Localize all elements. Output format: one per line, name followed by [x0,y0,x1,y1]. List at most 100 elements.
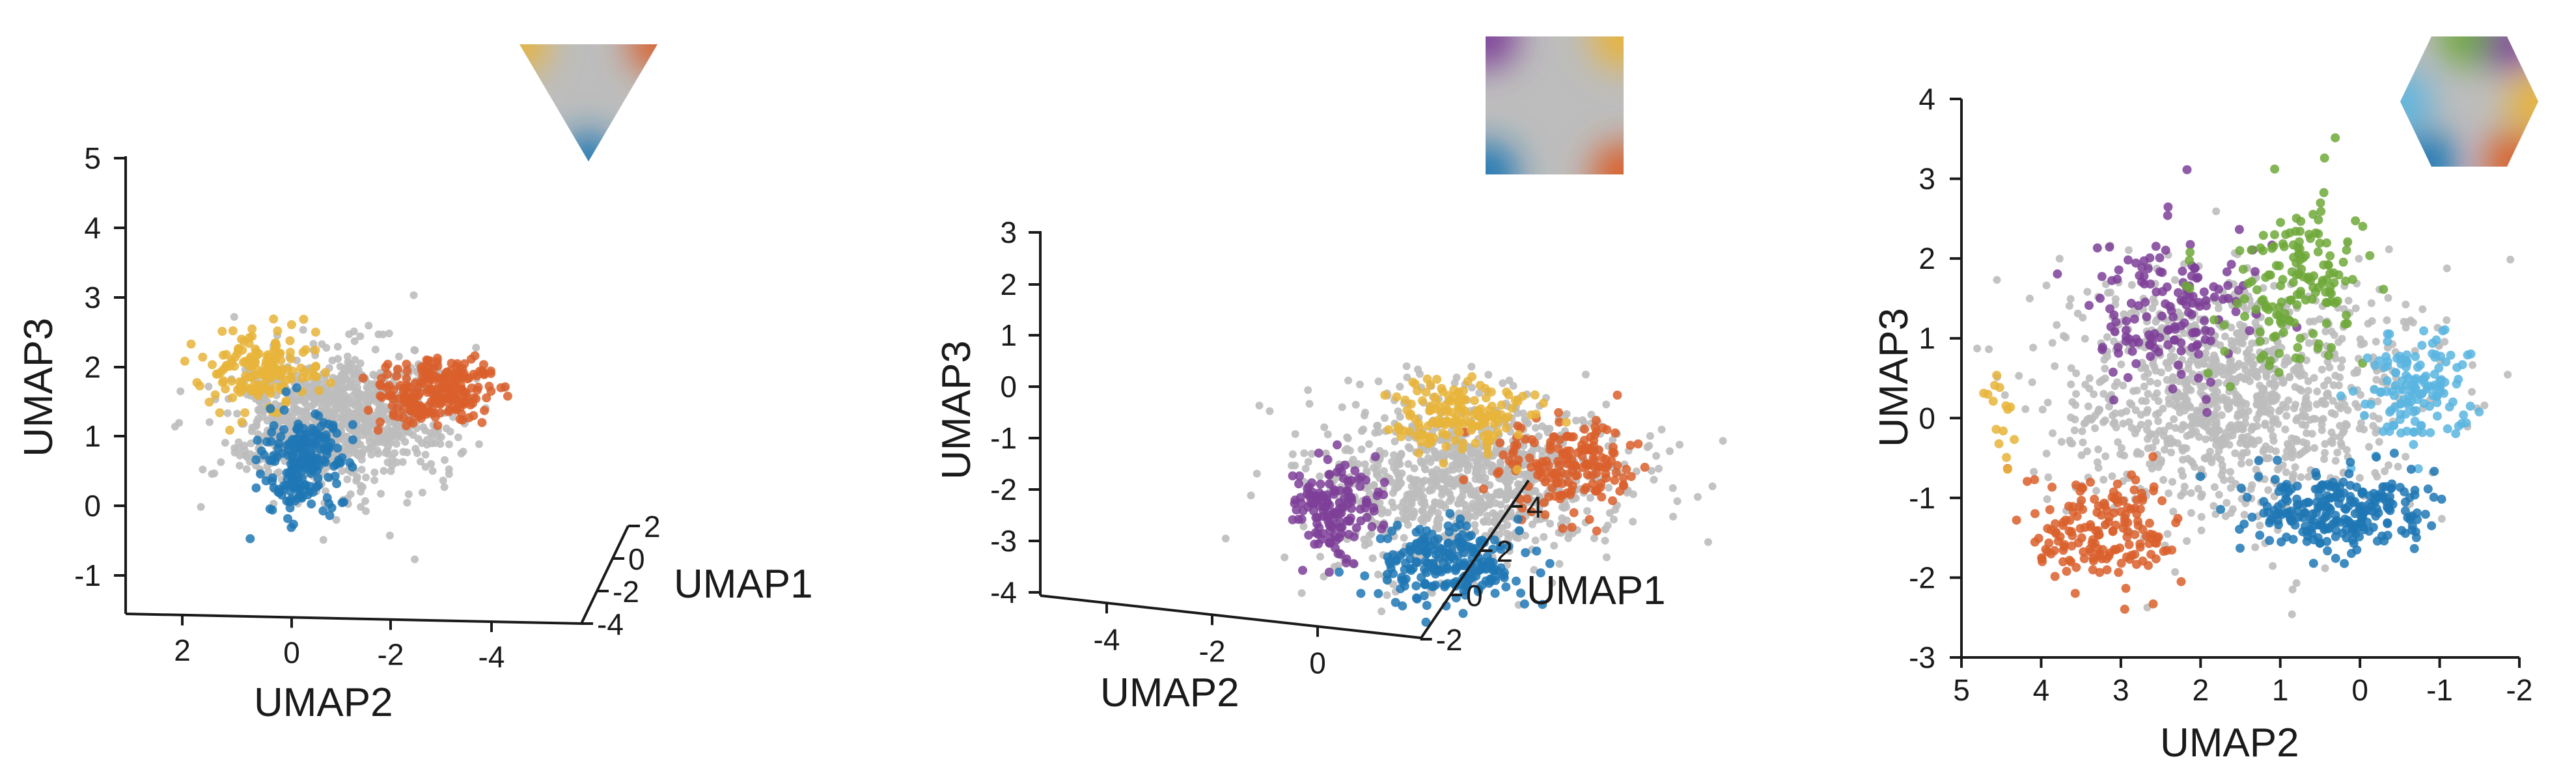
data-point [466,354,476,364]
y-tick-label: 0 [628,542,645,576]
data-point [2269,562,2277,570]
data-point [1355,380,1364,389]
data-point [2067,380,2075,389]
data-point [389,409,398,419]
data-point [2170,322,2180,332]
data-point [393,365,402,374]
data-point [2426,428,2435,437]
data-point [2469,361,2476,369]
data-point [2234,346,2241,355]
data-point [384,381,394,391]
data-point [303,430,313,440]
data-point [2327,297,2336,306]
data-point [1383,534,1392,544]
data-point [1497,410,1506,419]
data-point [344,396,353,405]
data-point [2327,343,2336,352]
data-point [1450,435,1460,445]
data-point [2226,260,2236,269]
data-point [1592,469,1601,478]
data-point [2096,294,2105,303]
data-point [1514,526,1524,536]
data-point [1422,548,1432,558]
data-point [2108,367,2118,377]
data-point [2030,467,2038,476]
data-point [288,449,298,459]
data-point [320,368,330,378]
data-point [2321,275,2331,284]
data-point [1497,501,1505,509]
data-point [364,383,372,391]
data-point [486,368,496,378]
data-point [2047,482,2057,492]
data-point [2367,299,2375,307]
data-point [2251,305,2261,314]
data-point [306,469,316,478]
data-point [377,489,385,498]
data-point [2187,310,2196,320]
data-point [1426,406,1435,415]
data-point [279,424,288,434]
data-point [440,483,449,491]
data-point [1541,467,1551,477]
data-point [1335,567,1344,577]
data-point [418,403,428,413]
data-point [2221,332,2229,340]
data-point [305,482,314,491]
data-point [2121,583,2131,593]
data-point [1416,537,1426,546]
data-point [228,326,238,336]
data-point [2101,416,2109,424]
data-point [2340,558,2349,568]
data-point [2222,428,2230,437]
data-point [1443,538,1453,548]
data-point [2337,363,2346,372]
data-point [343,475,352,484]
data-point [2321,319,2331,328]
data-point [2078,427,2086,435]
data-point [2369,422,2377,430]
data-point [2434,363,2444,373]
data-point [2262,407,2271,416]
data-point [2012,516,2021,525]
data-point [1469,396,1479,406]
data-point [2124,255,2133,265]
data-point [2276,281,2286,290]
data-point [1400,565,1409,574]
x-tick-label: -4 [478,640,505,674]
data-point [2055,255,2064,263]
data-point [385,391,395,400]
data-point [1361,541,1369,549]
data-point [301,345,311,355]
data-point [1323,455,1333,464]
data-point [198,352,208,362]
data-point [460,359,469,368]
data-point [217,458,225,466]
data-point [376,417,385,427]
data-point [272,408,282,418]
data-point [1316,479,1325,489]
data-point [2255,337,2265,346]
data-point [324,499,334,508]
data-point [204,382,213,391]
data-point [2177,467,2185,475]
data-point [2313,247,2323,256]
data-point [1601,536,1609,545]
data-point [2129,314,2139,324]
data-point [1253,469,1261,478]
data-point [349,370,357,379]
data-point [2123,373,2133,383]
data-point [2049,429,2057,437]
data-point [2133,448,2142,456]
data-point [473,385,482,395]
data-point [2111,409,2120,417]
data-point [1562,469,1572,479]
panel-1-points [171,291,512,564]
data-point [2329,381,2338,389]
data-point [1514,480,1522,488]
data-point [2061,516,2071,525]
data-point [259,450,269,460]
data-point [1517,503,1527,513]
data-point [2418,305,2427,313]
data-point [2329,268,2338,278]
